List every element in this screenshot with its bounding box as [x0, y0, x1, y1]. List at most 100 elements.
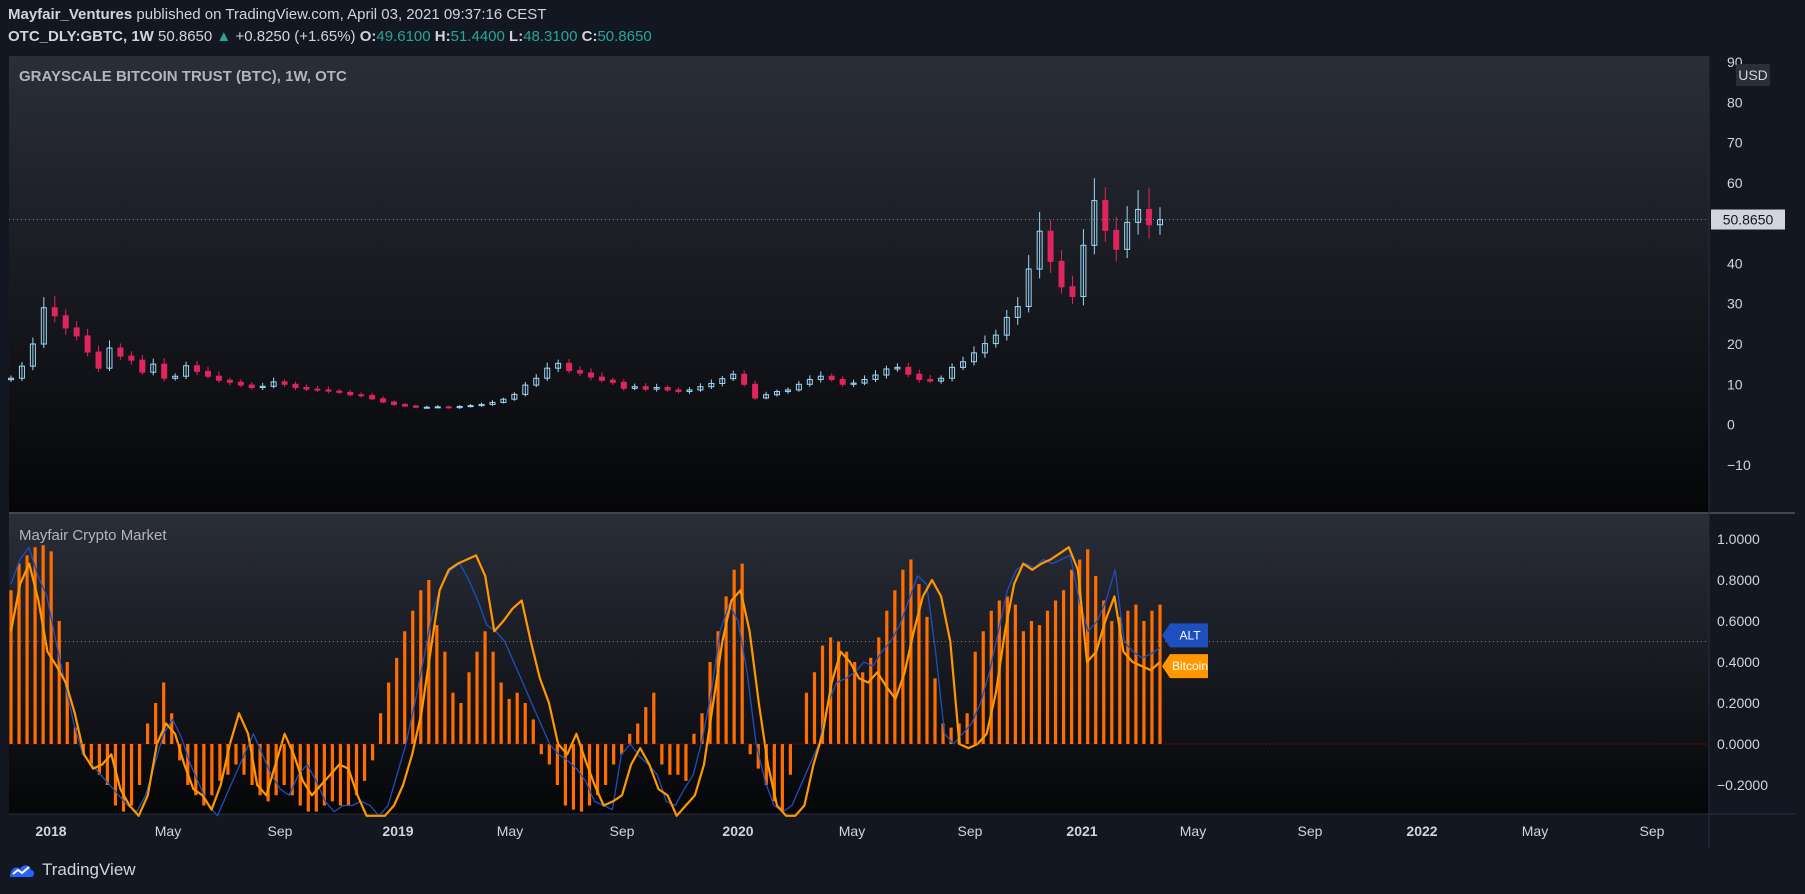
chart-canvas[interactable]: GRAYSCALE BITCOIN TRUST (BTC), 1W, OTC M… — [0, 0, 1805, 848]
price-axis[interactable]: 9080706050403020100−10 — [1727, 54, 1751, 473]
histogram-bar — [65, 662, 69, 744]
time-tick-label: May — [497, 823, 523, 839]
time-axis[interactable]: 2018 May Sep 2019 May Sep 2020 May Sep 2021 May Sep… — [35, 823, 1664, 839]
candle-body — [555, 362, 562, 369]
histogram-bar — [1029, 621, 1034, 744]
histogram-bar — [1005, 596, 1009, 744]
open-value: 49.6100 — [376, 28, 431, 45]
histogram-bar — [893, 590, 897, 744]
candle-body — [456, 405, 463, 409]
histogram-bar — [700, 713, 704, 744]
candle-body — [533, 377, 540, 386]
open-label: O: — [359, 28, 377, 45]
candle-body — [741, 373, 748, 385]
histogram-bar — [346, 744, 351, 806]
price-tick-label: 60 — [1727, 175, 1743, 191]
candle-body — [1069, 286, 1076, 297]
histogram-bar — [314, 744, 318, 812]
close-value: 50.8650 — [597, 28, 652, 45]
candle-body — [927, 378, 934, 382]
histogram-bar — [379, 713, 383, 744]
histogram-bar — [9, 590, 13, 744]
candle-body — [566, 362, 573, 372]
price-tick-label: 20 — [1727, 336, 1743, 352]
time-tick-label: 2019 — [382, 823, 413, 839]
candle-body — [522, 384, 529, 395]
histogram-bar — [1078, 559, 1082, 744]
histogram-bar — [113, 744, 118, 806]
histogram-bar — [748, 744, 752, 755]
currency-badge[interactable] — [1736, 64, 1770, 86]
histogram-bar — [1061, 590, 1066, 744]
histogram-bar — [788, 744, 792, 775]
histogram-bar — [1150, 610, 1154, 744]
author-name[interactable]: Mayfair_Ventures — [8, 6, 133, 23]
candle-body — [183, 365, 190, 377]
histogram-bar — [443, 651, 447, 744]
candle-body — [292, 383, 299, 389]
tradingview-logo[interactable]: TradingView — [8, 860, 136, 880]
histogram-bar — [370, 744, 375, 761]
time-tick-label: 2020 — [722, 823, 753, 839]
histogram-bar — [668, 744, 672, 775]
candle-body — [237, 381, 244, 386]
histogram-bar — [57, 621, 61, 744]
histogram-bar — [137, 744, 142, 785]
histogram-bar — [129, 744, 134, 806]
indicator-axis[interactable]: 1.0000 0.8000 0.6000 0.4000 0.2000 0.0000 −0.2… — [1717, 531, 1768, 793]
candle-body — [981, 343, 988, 354]
histogram-bar — [652, 692, 656, 744]
histogram-bar — [1102, 600, 1106, 744]
time-tick-label: Sep — [610, 823, 635, 839]
candle-body — [916, 373, 923, 380]
candle-body — [719, 378, 726, 384]
bitcoin-flag-icon — [1162, 654, 1208, 679]
low-label: L: — [509, 28, 524, 45]
histogram-bar — [869, 657, 873, 744]
histogram-bar — [322, 744, 326, 806]
high-value: 51.4400 — [450, 28, 505, 45]
candle-body — [587, 372, 594, 378]
histogram-bar — [692, 733, 696, 744]
candle-body — [106, 347, 113, 369]
publish-info: Mayfair_Ventures published on TradingVie… — [8, 6, 546, 23]
candle-body — [347, 391, 354, 396]
candle-body — [763, 394, 770, 399]
candle-body — [412, 405, 419, 408]
symbol-label[interactable]: OTC_DLY:GBTC, 1W — [8, 28, 154, 45]
histogram-bar — [676, 744, 680, 775]
histogram-bar — [258, 744, 262, 796]
histogram-bar — [732, 569, 736, 744]
histogram-bar — [587, 744, 592, 806]
histogram-bar — [925, 616, 929, 744]
histogram-bar — [1126, 610, 1130, 744]
histogram-bar — [877, 637, 881, 744]
histogram-bar — [579, 744, 584, 812]
histogram-bar — [539, 744, 543, 755]
time-tick-label: May — [839, 823, 865, 839]
candle-body — [861, 378, 868, 384]
candle-body — [1102, 200, 1109, 231]
price-change: +0.8250 (+1.65%) — [235, 28, 356, 45]
candle-body — [828, 375, 835, 380]
candle-body — [40, 307, 47, 345]
histogram-bar — [97, 744, 101, 775]
ohlc-legend: OTC_DLY:GBTC, 1W 50.8650 ▲ +0.8250 (+1.6… — [8, 28, 652, 45]
candle-body — [500, 398, 507, 403]
histogram-bar — [475, 651, 479, 744]
indicator-pane-background — [9, 514, 1709, 814]
candle-body — [161, 363, 168, 379]
candle-body — [1146, 208, 1153, 226]
candle-body — [84, 335, 91, 353]
histogram-bar — [1045, 610, 1050, 744]
time-tick-label: May — [155, 823, 181, 839]
histogram-bar — [684, 744, 688, 781]
time-tick-label: May — [1522, 823, 1548, 839]
candle-body — [259, 385, 266, 389]
time-tick-label: 2021 — [1066, 823, 1097, 839]
histogram-bar — [73, 727, 77, 744]
histogram-bar — [194, 744, 198, 796]
candle-body — [226, 379, 233, 383]
alt-line — [10, 546, 1161, 817]
histogram-bar — [764, 744, 768, 785]
